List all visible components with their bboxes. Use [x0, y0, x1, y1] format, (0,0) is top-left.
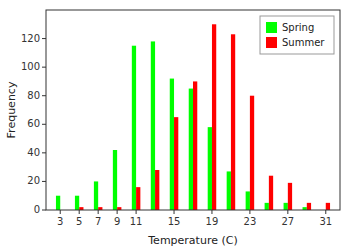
y-tick	[42, 38, 46, 39]
y-tick	[42, 210, 46, 211]
plot-frame	[46, 10, 340, 210]
x-axis: 3 5 7 9 11 15 19 23 27 31	[57, 210, 332, 227]
bar	[307, 203, 311, 210]
bar	[227, 171, 231, 210]
bar	[288, 183, 292, 210]
x-tick-label: 7	[95, 216, 101, 227]
y-tick-label: 80	[27, 90, 40, 101]
x-tick	[98, 210, 99, 214]
x-tick-label: 23	[244, 216, 257, 227]
legend-label: Summer	[282, 37, 325, 48]
x-tick-label: 9	[114, 216, 120, 227]
x-tick-label: 11	[130, 216, 143, 227]
x-tick	[60, 210, 61, 214]
bar	[170, 79, 174, 210]
bar	[151, 41, 155, 210]
chart-container: 0 20 40 60 80 100 120 3 5 7 9 11 15 19 23 27 31 Temperatu…	[0, 0, 350, 250]
x-tick	[174, 210, 175, 214]
chart: 0 20 40 60 80 100 120 3 5 7 9 11 15 19 23 27 31 Temperatu…	[0, 0, 350, 250]
y-tick-label: 120	[21, 33, 40, 44]
bar	[56, 196, 60, 210]
x-tick-label: 15	[168, 216, 181, 227]
bar	[246, 191, 250, 210]
x-tick	[249, 210, 250, 214]
x-tick-label: 5	[76, 216, 82, 227]
x-tick-label: 3	[57, 216, 63, 227]
x-axis-label: Temperature (C)	[147, 234, 237, 247]
legend-swatch	[266, 22, 277, 33]
y-tick-label: 20	[27, 175, 40, 186]
y-tick-label: 0	[34, 204, 40, 215]
x-tick	[287, 210, 288, 214]
y-tick-label: 100	[21, 61, 40, 72]
x-tick-label: 31	[319, 216, 332, 227]
x-tick	[117, 210, 118, 214]
y-tick-label: 40	[27, 147, 40, 158]
bar	[326, 203, 330, 210]
x-tick	[136, 210, 137, 214]
legend-label: Spring	[282, 22, 314, 33]
legend-box	[260, 16, 334, 54]
bar	[250, 96, 254, 210]
legend-swatch	[266, 37, 277, 48]
y-tick	[42, 181, 46, 182]
bar	[75, 196, 79, 210]
x-tick	[79, 210, 80, 214]
x-tick	[325, 210, 326, 214]
bar	[189, 89, 193, 210]
bar	[193, 81, 197, 210]
bar	[284, 203, 288, 210]
bar	[208, 127, 212, 210]
bar	[231, 34, 235, 210]
bar	[155, 170, 159, 210]
y-tick	[42, 124, 46, 125]
y-tick	[42, 95, 46, 96]
y-tick	[42, 152, 46, 153]
x-tick	[211, 210, 212, 214]
x-tick-label: 19	[206, 216, 219, 227]
bar	[174, 117, 178, 210]
bar	[212, 24, 216, 210]
y-axis-label: Frequency	[5, 81, 18, 138]
bar	[265, 203, 269, 210]
y-axis: 0 20 40 60 80 100 120	[21, 33, 46, 215]
legend: Spring Summer	[260, 16, 334, 54]
bar	[132, 46, 136, 210]
bar	[94, 181, 98, 210]
y-tick-label: 60	[27, 118, 40, 129]
bar	[269, 176, 273, 210]
x-tick-label: 27	[281, 216, 294, 227]
bar	[136, 187, 140, 210]
y-tick	[42, 67, 46, 68]
bar	[113, 150, 117, 210]
